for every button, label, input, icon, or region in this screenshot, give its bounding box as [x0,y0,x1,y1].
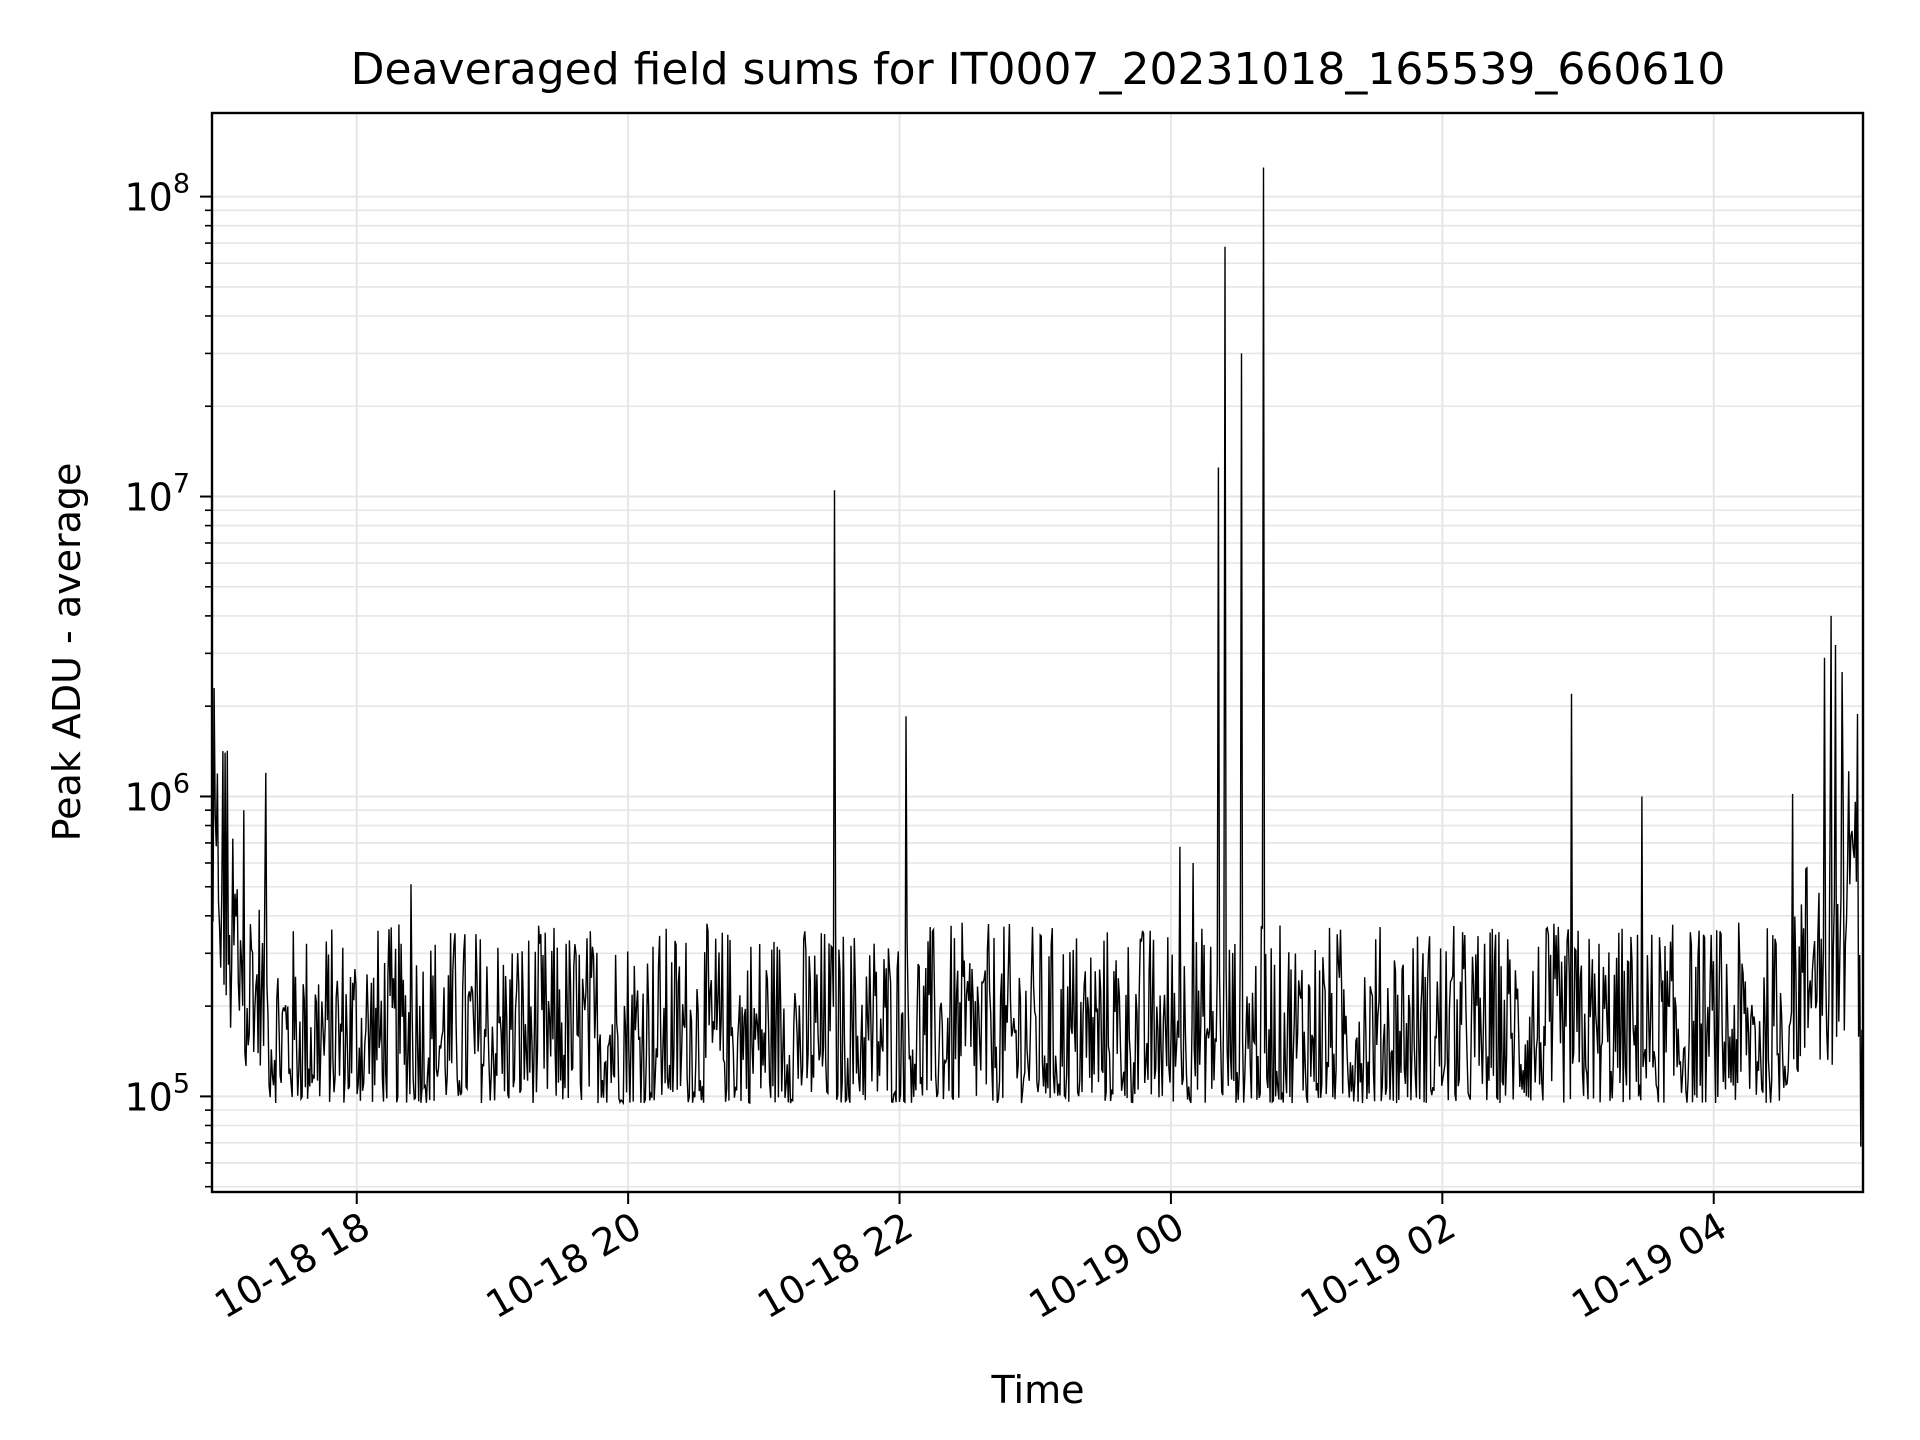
plot-frame [210,111,1865,1194]
series-line [212,167,1863,1147]
plot-area [210,111,1865,1194]
y-tick-label: 108 [124,169,190,220]
chart-title: Deaveraged field sums for IT0007_2023101… [351,44,1726,95]
y-axis: 105 106 107 108 [124,169,212,1188]
x-axis-label: Time [991,1368,1085,1412]
y-tick-label: 107 [124,469,190,520]
y-tick-label: 106 [124,768,190,819]
y-tick-label: 105 [124,1068,190,1119]
y-axis-label: Peak ADU - average [45,463,89,842]
series-layer [212,167,1863,1147]
